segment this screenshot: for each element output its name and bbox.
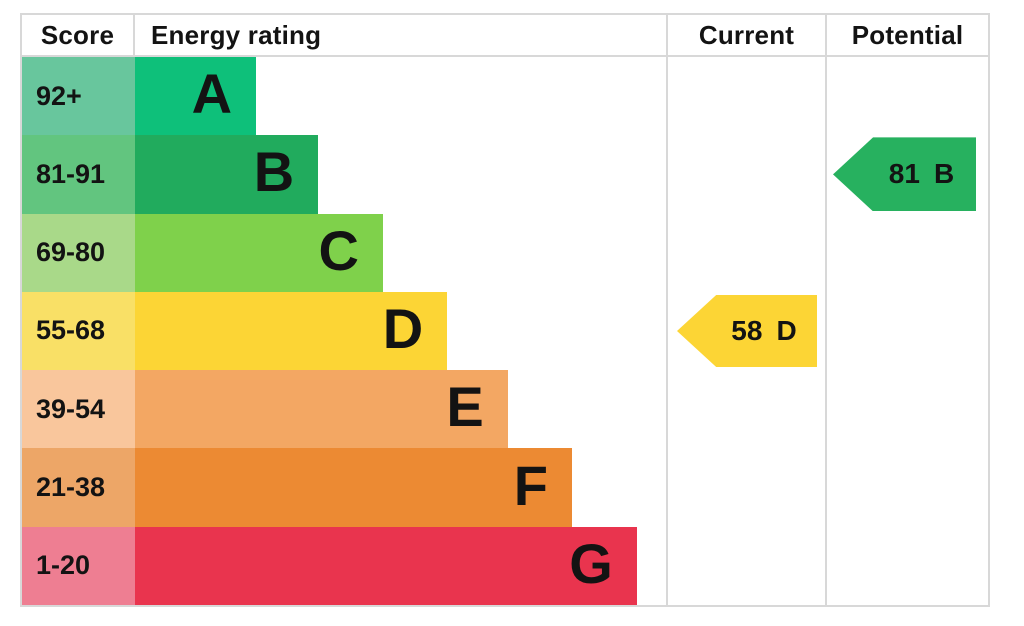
score-range-cell: 1-20 xyxy=(22,526,135,605)
rating-band-row: 81-91 B xyxy=(22,135,666,214)
rating-bar: C xyxy=(135,213,383,292)
rating-band-row: 21-38 F xyxy=(22,448,666,527)
rating-band-letter: G xyxy=(569,531,613,595)
potential-rating-value: 81 xyxy=(888,158,920,190)
rating-band-row: 1-20 G xyxy=(22,526,666,605)
rating-band-letter: A xyxy=(191,62,233,126)
current-column: 58 D xyxy=(666,57,825,605)
score-range-cell: 69-80 xyxy=(22,213,135,292)
rating-band-letter: C xyxy=(318,218,359,282)
rating-band-row: 39-54 E xyxy=(22,370,666,449)
score-range-cell: 21-38 xyxy=(22,448,135,527)
rating-bar-area: G xyxy=(135,526,666,605)
current-rating-letter: D xyxy=(776,315,797,346)
rating-band-letter: D xyxy=(382,296,424,360)
energy-rating-column-header: Energy rating xyxy=(151,19,322,50)
header-row: Score Energy rating Current Potential xyxy=(22,15,988,57)
current-rating-value: 58 xyxy=(731,315,763,346)
rating-bar: B xyxy=(135,135,319,214)
rating-bar-area: C xyxy=(135,213,666,292)
current-rating-arrow: 58 D xyxy=(677,295,817,367)
rating-band-row: 55-68 D xyxy=(22,291,666,371)
score-range-cell: 81-91 xyxy=(22,135,135,214)
score-range-cell: 39-54 xyxy=(22,370,135,449)
rating-bar-area: A xyxy=(135,57,666,136)
rating-bar: E xyxy=(135,370,508,449)
score-range-cell: 92+ xyxy=(22,57,135,136)
rating-band-letter: B xyxy=(253,140,295,204)
potential-column: 81 B xyxy=(825,57,988,605)
rating-bar: A xyxy=(135,57,257,136)
rating-rows: 92+ A 81-91 B 69-80 C 55-68 D xyxy=(22,57,666,605)
current-column-header: Current xyxy=(666,15,825,55)
potential-rating-arrow: 81 B xyxy=(833,137,976,212)
rating-bar: D xyxy=(135,291,448,371)
rating-band-row: 92+ A xyxy=(22,57,666,136)
potential-rating-letter: B xyxy=(933,158,955,190)
rating-band-letter: E xyxy=(446,375,484,439)
potential-column-header: Potential xyxy=(825,15,988,55)
score-column-header: Score xyxy=(22,15,135,55)
rating-bar: F xyxy=(135,448,572,527)
rating-bar-area: E xyxy=(135,370,666,449)
rating-bar-area: F xyxy=(135,448,666,527)
rating-bar-area: D xyxy=(135,291,666,371)
score-range-cell: 55-68 xyxy=(22,291,135,371)
rating-bar: G xyxy=(135,526,637,605)
epc-table: Score Energy rating Current Potential 92… xyxy=(20,13,990,607)
rating-band-row: 69-80 C xyxy=(22,213,666,292)
chart-body: 92+ A 81-91 B 69-80 C 55-68 D xyxy=(22,57,988,605)
rating-band-letter: F xyxy=(513,453,548,517)
rating-bar-area: B xyxy=(135,135,666,214)
